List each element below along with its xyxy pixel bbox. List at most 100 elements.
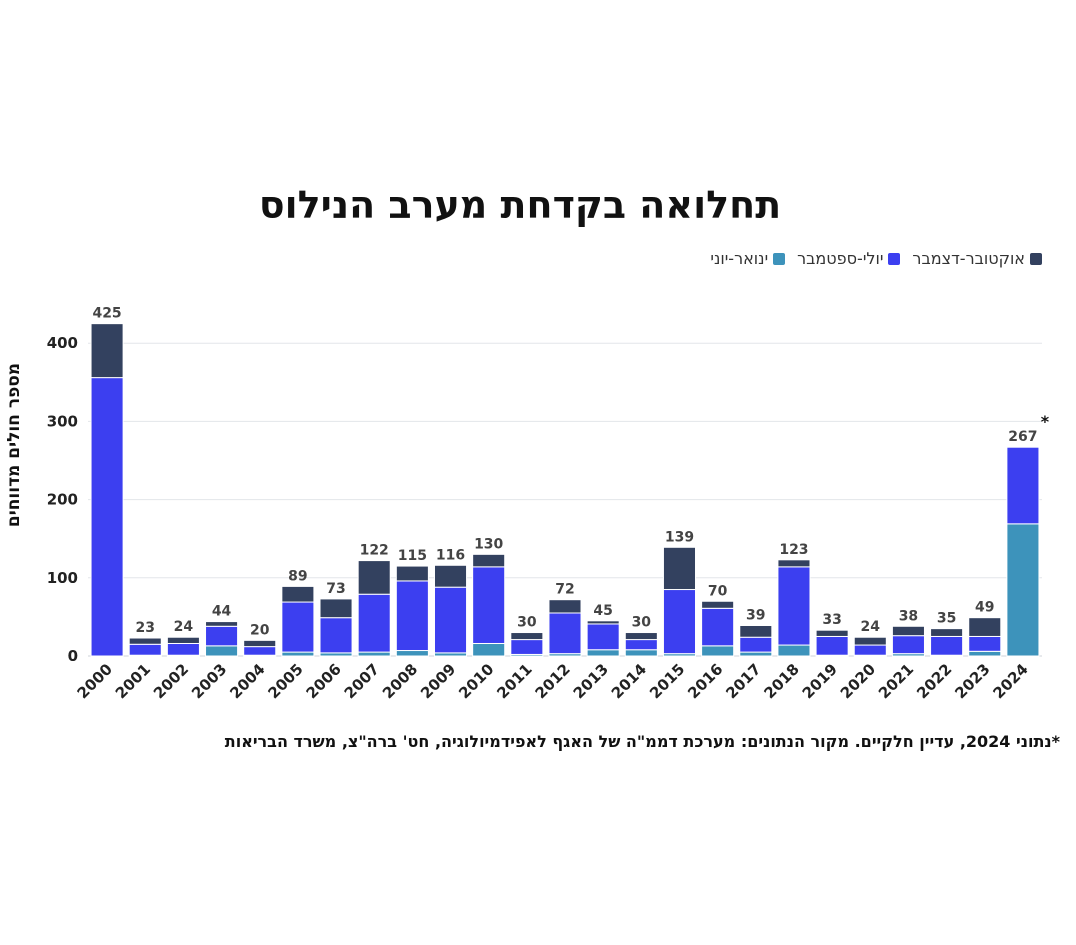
bar-segment-2003-s1 <box>205 625 239 647</box>
x-tick-label-2009: 2009 <box>417 660 459 702</box>
total-label-2008: 115 <box>398 548 427 564</box>
bar-segment-2009-s1 <box>433 586 468 654</box>
total-label-2006: 73 <box>326 581 345 597</box>
y-tick-label: 100 <box>47 569 78 587</box>
legend-item: ינואר-יוני <box>710 249 786 268</box>
annotation-asterisk: * <box>1041 412 1050 431</box>
x-tick-label-2024: 2024 <box>989 660 1031 702</box>
x-tick-label-2020: 2020 <box>837 660 879 702</box>
x-tick-label-2004: 2004 <box>226 660 268 702</box>
bar-segment-2000-s1 <box>90 377 124 657</box>
legend: אוקטובר-דצמבר יולי-ספטמבר ינואר-יוני <box>710 249 1042 268</box>
bar-segment-2021-s2 <box>891 625 925 637</box>
bar-segment-2003-s0 <box>205 645 239 657</box>
bar-segment-2013-s1 <box>586 623 620 651</box>
x-tick-label-2014: 2014 <box>608 660 650 702</box>
bar-segment-2007-s1 <box>357 593 391 653</box>
bar-segment-2004-s2 <box>243 639 277 648</box>
y-tick-label: 300 <box>47 412 78 430</box>
bar-segment-2006-s2 <box>319 598 353 619</box>
x-tick-label-2001: 2001 <box>112 660 154 702</box>
bar-segment-2022-s1 <box>930 635 964 656</box>
bar-segment-2001-s1 <box>128 643 162 656</box>
bar-segment-2002-s1 <box>166 642 200 656</box>
bar-segment-2008-s2 <box>395 565 429 582</box>
x-tick-label-2007: 2007 <box>341 660 383 702</box>
legend-swatch <box>1030 252 1042 265</box>
bar-segment-2017-s0 <box>739 651 773 657</box>
total-label-2010: 130 <box>474 536 503 552</box>
legend-item: יולי-ספטמבר <box>797 249 901 268</box>
total-label-2009: 116 <box>436 547 465 563</box>
total-label-2014: 30 <box>632 615 652 631</box>
bar-segment-2011-s1 <box>510 639 544 655</box>
total-label-2000: 425 <box>92 306 121 322</box>
bar-segment-2016-s0 <box>701 645 735 657</box>
bar-segment-2018-s0 <box>777 644 811 657</box>
bar-segment-2003-s2 <box>205 621 239 627</box>
bar-segment-2011-s2 <box>510 632 544 641</box>
bar-segment-2023-s1 <box>968 635 1002 652</box>
bar-segment-2018-s2 <box>777 559 811 568</box>
x-tick-label-2006: 2006 <box>303 660 345 702</box>
total-label-2015: 139 <box>665 529 694 545</box>
x-tick-label-2008: 2008 <box>379 660 421 702</box>
y-tick-label: 0 <box>68 647 78 665</box>
bar-segment-2017-s2 <box>739 625 773 638</box>
bar-segment-2001-s2 <box>128 637 162 645</box>
bar-segment-2002-s2 <box>166 636 200 644</box>
bar-segment-2014-s1 <box>624 639 658 651</box>
total-label-2007: 122 <box>360 543 389 559</box>
bar-segment-2020-s1 <box>853 644 887 656</box>
bar-segment-2005-s0 <box>281 651 315 657</box>
x-tick-label-2010: 2010 <box>455 660 497 702</box>
x-tick-label-2003: 2003 <box>188 660 230 702</box>
total-label-2012: 72 <box>555 582 574 598</box>
x-tick-label-2016: 2016 <box>684 660 726 702</box>
total-label-2016: 70 <box>708 583 728 599</box>
legend-label: אוקטובר-דצמבר <box>912 249 1025 268</box>
x-tick-label-2011: 2011 <box>493 660 535 702</box>
x-tick-label-2013: 2013 <box>570 660 612 702</box>
total-label-2001: 23 <box>135 620 154 636</box>
chart-title: תחלואה בקדחת מערב הנילוס <box>258 183 782 227</box>
bar-segment-2015-s1 <box>662 589 697 655</box>
bar-segment-2005-s2 <box>281 585 315 603</box>
bar-segment-2008-s1 <box>395 580 429 652</box>
bar-segment-2009-s2 <box>433 564 468 588</box>
bar-segment-2010-s1 <box>472 566 506 644</box>
bar-segment-2018-s1 <box>777 566 811 646</box>
total-label-2011: 30 <box>517 615 537 631</box>
bar-segment-2013-s0 <box>586 649 620 657</box>
bar-segment-2000-s2 <box>90 323 124 379</box>
total-label-2024: 267 <box>1008 429 1037 445</box>
bar-segment-2019-s2 <box>815 629 849 637</box>
total-label-2022: 35 <box>937 611 956 627</box>
total-label-2003: 44 <box>212 604 232 620</box>
bar-segment-2020-s2 <box>853 636 887 646</box>
bar-segment-2014-s0 <box>624 649 658 657</box>
bar-segment-2008-s0 <box>395 650 429 657</box>
legend-swatch <box>888 252 901 265</box>
x-tick-label-2017: 2017 <box>722 660 764 702</box>
bar-segment-2005-s1 <box>281 601 315 653</box>
bar-segment-2017-s1 <box>739 636 773 653</box>
bar-segment-2007-s2 <box>357 560 391 595</box>
total-label-2021: 38 <box>899 608 918 624</box>
total-label-2004: 20 <box>250 622 270 638</box>
footnote: *נתוני 2024, עדיין חלקיים. מקור הנתונים:… <box>224 732 1060 751</box>
bar-segment-2016-s1 <box>701 607 735 647</box>
bar-segment-2024-s1 <box>1006 446 1040 525</box>
bar-segment-2023-s2 <box>968 617 1002 637</box>
total-label-2005: 89 <box>288 568 307 584</box>
x-tick-label-2019: 2019 <box>799 660 841 702</box>
bar-segment-2021-s1 <box>891 635 925 655</box>
bar-segment-2004-s1 <box>243 646 277 656</box>
y-tick-label: 400 <box>47 334 78 352</box>
x-tick-label-2000: 2000 <box>74 660 116 702</box>
bar-segment-2016-s2 <box>701 600 735 609</box>
x-tick-label-2021: 2021 <box>875 660 917 702</box>
legend-swatch <box>773 252 786 265</box>
y-tick-label: 200 <box>47 491 78 509</box>
